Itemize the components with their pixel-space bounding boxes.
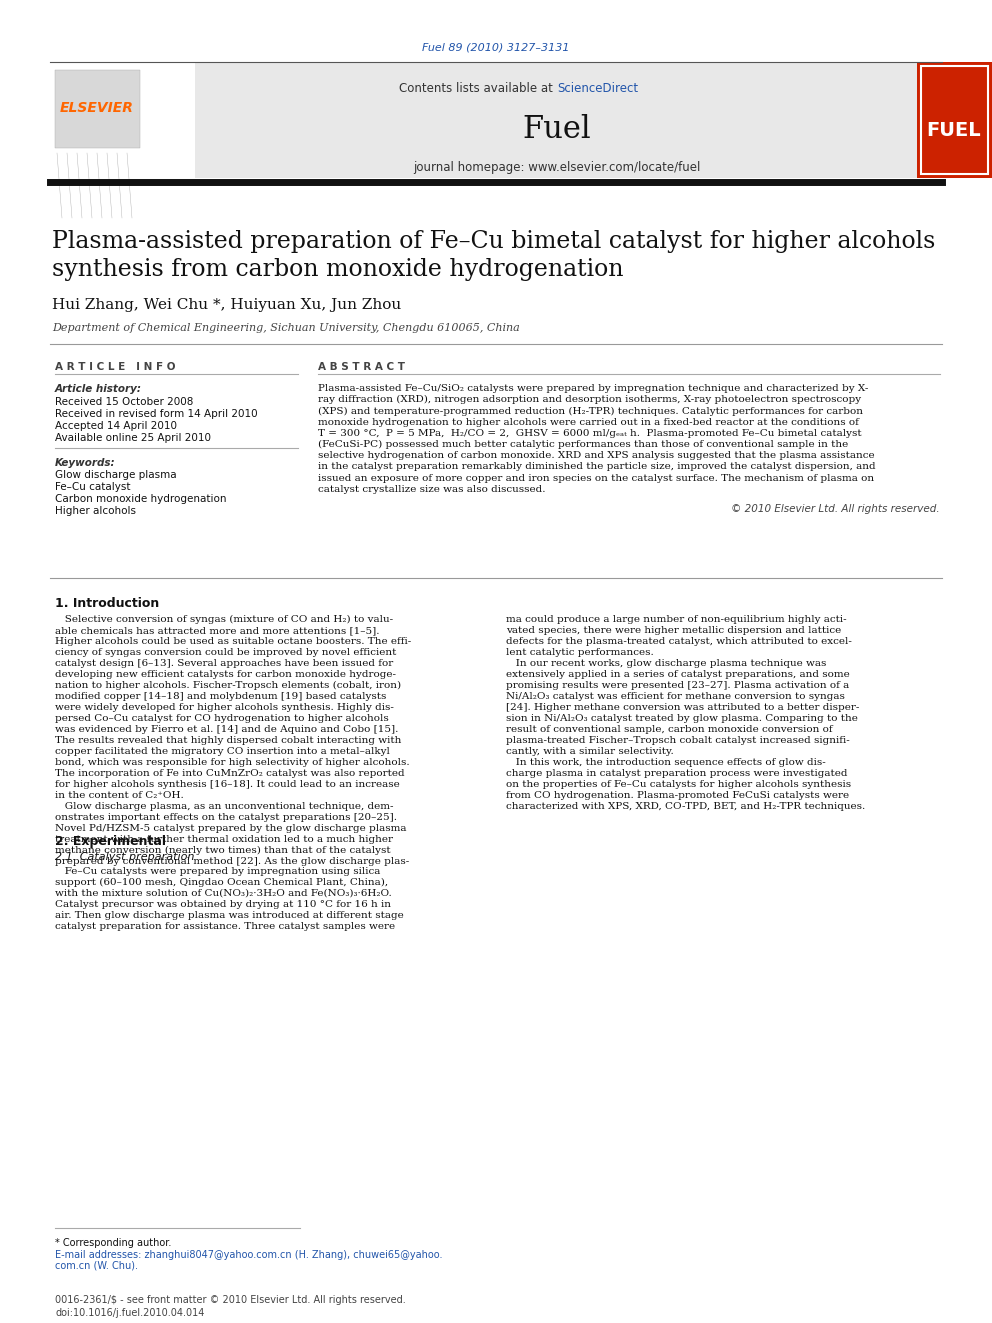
Text: treatment with a further thermal oxidation led to a much higher: treatment with a further thermal oxidati…	[55, 835, 393, 844]
Bar	[55, 70, 140, 148]
Text: prepared by conventional method [22]. As the glow discharge plas-: prepared by conventional method [22]. As…	[55, 857, 410, 867]
Text: 0016-2361/$ - see front matter © 2010 Elsevier Ltd. All rights reserved.: 0016-2361/$ - see front matter © 2010 El…	[55, 1295, 406, 1304]
Text: (XPS) and temperature-programmed reduction (H₂-TPR) techniques. Catalytic perfor: (XPS) and temperature-programmed reducti…	[318, 406, 863, 415]
Text: persed Co–Cu catalyst for CO hydrogenation to higher alcohols: persed Co–Cu catalyst for CO hydrogenati…	[55, 714, 389, 722]
Text: Novel Pd/HZSM-5 catalyst prepared by the glow discharge plasma: Novel Pd/HZSM-5 catalyst prepared by the…	[55, 824, 407, 833]
Text: promising results were presented [23–27]. Plasma activation of a: promising results were presented [23–27]…	[506, 681, 849, 691]
Text: synthesis from carbon monoxide hydrogenation: synthesis from carbon monoxide hydrogena…	[52, 258, 624, 280]
Text: ma could produce a large number of non-equilibrium highly acti-: ma could produce a large number of non-e…	[506, 615, 846, 624]
Bar	[921, 66, 988, 175]
Text: ray diffraction (XRD), nitrogen adsorption and desorption isotherms, X-ray photo: ray diffraction (XRD), nitrogen adsorpti…	[318, 396, 861, 405]
Text: able chemicals has attracted more and more attentions [1–5].: able chemicals has attracted more and mo…	[55, 626, 380, 635]
Text: catalyst design [6–13]. Several approaches have been issued for: catalyst design [6–13]. Several approach…	[55, 659, 393, 668]
Bar	[917, 62, 992, 179]
Text: Ni/Al₂O₃ catalyst was efficient for methane conversion to syngas: Ni/Al₂O₃ catalyst was efficient for meth…	[506, 692, 845, 701]
Text: extensively applied in a series of catalyst preparations, and some: extensively applied in a series of catal…	[506, 669, 850, 679]
Text: A B S T R A C T: A B S T R A C T	[318, 363, 405, 372]
Text: lent catalytic performances.: lent catalytic performances.	[506, 648, 654, 658]
Text: Catalyst precursor was obtained by drying at 110 °C for 16 h in: Catalyst precursor was obtained by dryin…	[55, 900, 391, 909]
Text: modified copper [14–18] and molybdenum [19] based catalysts: modified copper [14–18] and molybdenum […	[55, 692, 386, 701]
Text: plasma-treated Fischer–Tropsch cobalt catalyst increased signifi-: plasma-treated Fischer–Tropsch cobalt ca…	[506, 736, 850, 745]
Text: vated species, there were higher metallic dispersion and lattice: vated species, there were higher metalli…	[506, 626, 841, 635]
Text: ELSEVIER: ELSEVIER	[61, 101, 134, 115]
Text: characterized with XPS, XRD, CO-TPD, BET, and H₂-TPR techniques.: characterized with XPS, XRD, CO-TPD, BET…	[506, 802, 865, 811]
Text: Fe–Cu catalyst: Fe–Cu catalyst	[55, 482, 131, 492]
Text: was evidenced by Fierro et al. [14] and de Aquino and Cobo [15].: was evidenced by Fierro et al. [14] and …	[55, 725, 399, 734]
Text: Glow discharge plasma: Glow discharge plasma	[55, 470, 177, 480]
Text: Hui Zhang, Wei Chu *, Huiyuan Xu, Jun Zhou: Hui Zhang, Wei Chu *, Huiyuan Xu, Jun Zh…	[52, 298, 401, 312]
Text: The incorporation of Fe into CuMnZrO₂ catalyst was also reported: The incorporation of Fe into CuMnZrO₂ ca…	[55, 769, 405, 778]
Text: were widely developed for higher alcohols synthesis. Highly dis-: were widely developed for higher alcohol…	[55, 703, 394, 712]
Text: selective hydrogenation of carbon monoxide. XRD and XPS analysis suggested that : selective hydrogenation of carbon monoxi…	[318, 451, 875, 460]
Text: in the content of C₂⁺OH.: in the content of C₂⁺OH.	[55, 791, 184, 800]
Text: cantly, with a similar selectivity.: cantly, with a similar selectivity.	[506, 747, 674, 755]
Text: from CO hydrogenation. Plasma-promoted FeCuSi catalysts were: from CO hydrogenation. Plasma-promoted F…	[506, 791, 849, 800]
Text: catalyst preparation for assistance. Three catalyst samples were: catalyst preparation for assistance. Thr…	[55, 922, 395, 931]
Text: onstrates important effects on the catalyst preparations [20–25].: onstrates important effects on the catal…	[55, 814, 397, 822]
Text: Contents lists available at: Contents lists available at	[400, 82, 557, 94]
Text: © 2010 Elsevier Ltd. All rights reserved.: © 2010 Elsevier Ltd. All rights reserved…	[731, 504, 940, 515]
Text: ScienceDirect: ScienceDirect	[557, 82, 638, 94]
Text: Higher alcohols could be used as suitable octane boosters. The effi-: Higher alcohols could be used as suitabl…	[55, 636, 412, 646]
Text: ciency of syngas conversion could be improved by novel efficient: ciency of syngas conversion could be imp…	[55, 648, 397, 658]
Text: [24]. Higher methane conversion was attributed to a better disper-: [24]. Higher methane conversion was attr…	[506, 703, 859, 712]
Text: charge plasma in catalyst preparation process were investigated: charge plasma in catalyst preparation pr…	[506, 769, 847, 778]
Text: Available online 25 April 2010: Available online 25 April 2010	[55, 433, 211, 443]
Text: defects for the plasma-treated catalyst, which attributed to excel-: defects for the plasma-treated catalyst,…	[506, 636, 852, 646]
Text: methane conversion (nearly two times) than that of the catalyst: methane conversion (nearly two times) th…	[55, 845, 391, 855]
Text: Plasma-assisted preparation of Fe–Cu bimetal catalyst for higher alcohols: Plasma-assisted preparation of Fe–Cu bim…	[52, 230, 935, 253]
Text: monoxide hydrogenation to higher alcohols were carried out in a fixed-bed reacto: monoxide hydrogenation to higher alcohol…	[318, 418, 859, 426]
Text: T = 300 °C,  P = 5 MPa,  H₂/CO = 2,  GHSV = 6000 ml/gₑₐₜ h.  Plasma-promoted Fe–: T = 300 °C, P = 5 MPa, H₂/CO = 2, GHSV =…	[318, 429, 862, 438]
Text: Selective conversion of syngas (mixture of CO and H₂) to valu-: Selective conversion of syngas (mixture …	[55, 615, 393, 624]
Text: 1. Introduction: 1. Introduction	[55, 597, 160, 610]
Text: support (60–100 mesh, Qingdao Ocean Chemical Plant, China),: support (60–100 mesh, Qingdao Ocean Chem…	[55, 878, 388, 888]
Text: Fuel: Fuel	[523, 115, 591, 146]
Text: In our recent works, glow discharge plasma technique was: In our recent works, glow discharge plas…	[506, 659, 826, 668]
Bar	[195, 62, 917, 179]
Text: com.cn (W. Chu).: com.cn (W. Chu).	[55, 1261, 138, 1271]
Text: for higher alcohols synthesis [16–18]. It could lead to an increase: for higher alcohols synthesis [16–18]. I…	[55, 781, 400, 789]
Text: result of conventional sample, carbon monoxide conversion of: result of conventional sample, carbon mo…	[506, 725, 832, 734]
Text: on the properties of Fe–Cu catalysts for higher alcohols synthesis: on the properties of Fe–Cu catalysts for…	[506, 781, 851, 789]
Text: 2. Experimental: 2. Experimental	[55, 835, 166, 848]
Text: 2.1. Catalyst preparation: 2.1. Catalyst preparation	[55, 852, 194, 863]
Text: E-mail addresses: zhanghui8047@yahoo.com.cn (H. Zhang), chuwei65@yahoo.: E-mail addresses: zhanghui8047@yahoo.com…	[55, 1250, 442, 1259]
Text: (FeCuSi-PC) possessed much better catalytic performances than those of conventio: (FeCuSi-PC) possessed much better cataly…	[318, 441, 848, 448]
Text: copper facilitated the migratory CO insertion into a metal–alkyl: copper facilitated the migratory CO inse…	[55, 747, 390, 755]
Text: Received 15 October 2008: Received 15 October 2008	[55, 397, 193, 407]
Text: Fe–Cu catalysts were prepared by impregnation using silica: Fe–Cu catalysts were prepared by impregn…	[55, 867, 380, 876]
Text: Fuel 89 (2010) 3127–3131: Fuel 89 (2010) 3127–3131	[423, 44, 569, 53]
Text: * Corresponding author.: * Corresponding author.	[55, 1238, 172, 1248]
Text: Carbon monoxide hydrogenation: Carbon monoxide hydrogenation	[55, 493, 226, 504]
Text: sion in Ni/Al₂O₃ catalyst treated by glow plasma. Comparing to the: sion in Ni/Al₂O₃ catalyst treated by glo…	[506, 714, 858, 722]
Text: nation to higher alcohols. Fischer-Tropsch elements (cobalt, iron): nation to higher alcohols. Fischer-Trops…	[55, 681, 401, 691]
Text: issued an exposure of more copper and iron species on the catalyst surface. The : issued an exposure of more copper and ir…	[318, 474, 874, 483]
Text: air. Then glow discharge plasma was introduced at different stage: air. Then glow discharge plasma was intr…	[55, 912, 404, 919]
Text: A R T I C L E   I N F O: A R T I C L E I N F O	[55, 363, 176, 372]
Text: Department of Chemical Engineering, Sichuan University, Chengdu 610065, China: Department of Chemical Engineering, Sich…	[52, 323, 520, 333]
Text: FUEL: FUEL	[927, 120, 981, 139]
Text: catalyst crystallize size was also discussed.: catalyst crystallize size was also discu…	[318, 484, 546, 493]
Text: Accepted 14 April 2010: Accepted 14 April 2010	[55, 421, 177, 431]
Text: Received in revised form 14 April 2010: Received in revised form 14 April 2010	[55, 409, 258, 419]
Text: Glow discharge plasma, as an unconventional technique, dem-: Glow discharge plasma, as an unconventio…	[55, 802, 394, 811]
Text: doi:10.1016/j.fuel.2010.04.014: doi:10.1016/j.fuel.2010.04.014	[55, 1308, 204, 1318]
Text: The results revealed that highly dispersed cobalt interacting with: The results revealed that highly dispers…	[55, 736, 402, 745]
Text: Higher alcohols: Higher alcohols	[55, 505, 136, 516]
Text: Article history:: Article history:	[55, 384, 142, 394]
Text: journal homepage: www.elsevier.com/locate/fuel: journal homepage: www.elsevier.com/locat…	[414, 161, 700, 175]
Text: with the mixture solution of Cu(NO₃)₂·3H₂O and Fe(NO₃)₃·6H₂O.: with the mixture solution of Cu(NO₃)₂·3H…	[55, 889, 392, 898]
Text: developing new efficient catalysts for carbon monoxide hydroge-: developing new efficient catalysts for c…	[55, 669, 396, 679]
Text: Plasma-assisted Fe–Cu/SiO₂ catalysts were prepared by impregnation technique and: Plasma-assisted Fe–Cu/SiO₂ catalysts wer…	[318, 384, 868, 393]
Text: In this work, the introduction sequence effects of glow dis-: In this work, the introduction sequence …	[506, 758, 825, 767]
Text: bond, which was responsible for high selectivity of higher alcohols.: bond, which was responsible for high sel…	[55, 758, 410, 767]
Text: Keywords:: Keywords:	[55, 458, 116, 468]
Text: in the catalyst preparation remarkably diminished the particle size, improved th: in the catalyst preparation remarkably d…	[318, 463, 876, 471]
